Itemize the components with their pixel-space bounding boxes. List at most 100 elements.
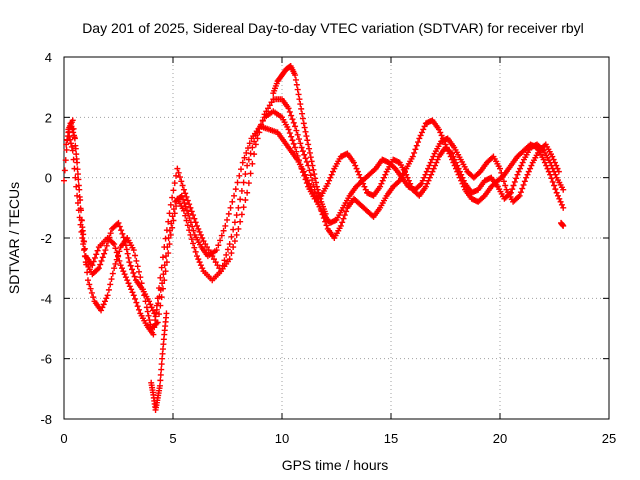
data-point-interp <box>224 216 231 223</box>
data-point <box>154 319 161 326</box>
x-tick-label: 25 <box>602 431 616 446</box>
data-point <box>244 162 251 169</box>
data-point-interp <box>218 232 225 239</box>
data-point-interp <box>421 174 428 181</box>
data-point-interp <box>161 262 168 269</box>
data-point-interp <box>298 105 305 112</box>
data-point-interp <box>112 260 119 267</box>
data-point-interp <box>196 259 203 266</box>
data-point-interp <box>430 153 437 160</box>
data-point-interp <box>330 168 337 175</box>
data-point-interp <box>79 227 86 234</box>
data-point <box>285 105 292 112</box>
data-point-interp <box>72 145 79 152</box>
data-point-interp <box>221 257 228 264</box>
data-point-interp <box>520 181 527 188</box>
data-point-interp <box>157 377 164 384</box>
data-point-interp <box>107 281 114 288</box>
data-point <box>285 126 292 133</box>
data-point <box>146 298 153 305</box>
data-point <box>455 165 462 172</box>
data-point-interp <box>147 301 154 308</box>
data-point-interp <box>196 228 203 235</box>
chart-title: Day 201 of 2025, Sidereal Day-to-day VTE… <box>82 20 584 36</box>
data-point-interp <box>169 213 176 220</box>
data-points <box>61 63 567 413</box>
data-point-interp <box>133 299 140 306</box>
data-point-interp <box>178 178 185 185</box>
data-point <box>560 204 567 211</box>
data-point-interp <box>412 146 419 153</box>
data-point-interp <box>173 172 180 179</box>
data-point-interp <box>120 234 127 241</box>
data-point-interp <box>432 162 439 169</box>
data-point-interp <box>243 149 250 156</box>
data-point-interp <box>515 168 522 175</box>
data-point-interp <box>554 192 561 199</box>
data-point-interp <box>242 196 249 203</box>
data-point-interp <box>517 189 524 196</box>
data-point-interp <box>190 227 197 234</box>
data-point-interp <box>170 187 177 194</box>
data-point <box>425 165 432 172</box>
data-point-interp <box>550 156 557 163</box>
data-point-interp <box>183 193 190 200</box>
data-point-interp <box>68 123 75 130</box>
data-point-interp <box>69 126 76 133</box>
data-point-interp <box>106 234 113 241</box>
data-point-interp <box>134 263 141 270</box>
data-point-interp <box>204 244 211 251</box>
data-point-interp <box>219 262 226 269</box>
data-point-interp <box>180 196 187 203</box>
data-point-interp <box>61 167 68 174</box>
data-point-interp <box>299 115 306 122</box>
data-point-interp <box>135 306 142 313</box>
data-point-interp <box>458 171 465 178</box>
data-point-interp <box>549 178 556 185</box>
data-point-interp <box>132 295 139 302</box>
data-point-interp <box>101 298 108 305</box>
data-point-interp <box>123 246 130 253</box>
data-point-interp <box>430 165 437 172</box>
data-point-interp <box>266 102 273 109</box>
data-point-interp <box>237 196 244 203</box>
data-point-interp <box>299 110 306 117</box>
data-point-interp <box>179 182 186 189</box>
data-point-interp <box>301 124 308 131</box>
data-point <box>429 168 436 175</box>
data-point <box>239 159 246 166</box>
data-point-interp <box>245 156 252 163</box>
data-point-interp <box>509 186 516 193</box>
data-point <box>377 183 384 190</box>
data-point-interp <box>87 285 94 292</box>
data-point-interp <box>98 257 105 264</box>
data-point-interp <box>289 116 296 123</box>
data-point-interp <box>188 236 195 243</box>
data-point-interp <box>361 183 368 190</box>
data-point-interp <box>100 301 107 308</box>
data-point-interp <box>86 281 93 288</box>
data-point <box>71 135 78 142</box>
data-point-interp <box>459 174 466 181</box>
data-point <box>213 247 220 254</box>
data-point-interp <box>353 165 360 172</box>
data-point-interp <box>234 179 241 186</box>
data-point-interp <box>452 159 459 166</box>
data-point-interp <box>301 151 308 158</box>
data-point-interp <box>450 153 457 160</box>
data-point <box>115 219 122 226</box>
data-point <box>435 126 442 133</box>
data-point-interp <box>76 214 83 221</box>
data-point <box>292 144 299 151</box>
data-point-interp <box>423 168 430 175</box>
data-point-interp <box>134 303 141 310</box>
data-point-interp <box>548 175 555 182</box>
data-point-interp <box>153 306 160 313</box>
data-point-interp <box>127 262 134 269</box>
data-point <box>298 144 305 151</box>
data-point-interp <box>175 169 182 176</box>
data-point-interp <box>411 149 418 156</box>
y-tick-label: 0 <box>45 171 52 186</box>
data-point <box>418 180 425 187</box>
data-point <box>159 280 166 287</box>
